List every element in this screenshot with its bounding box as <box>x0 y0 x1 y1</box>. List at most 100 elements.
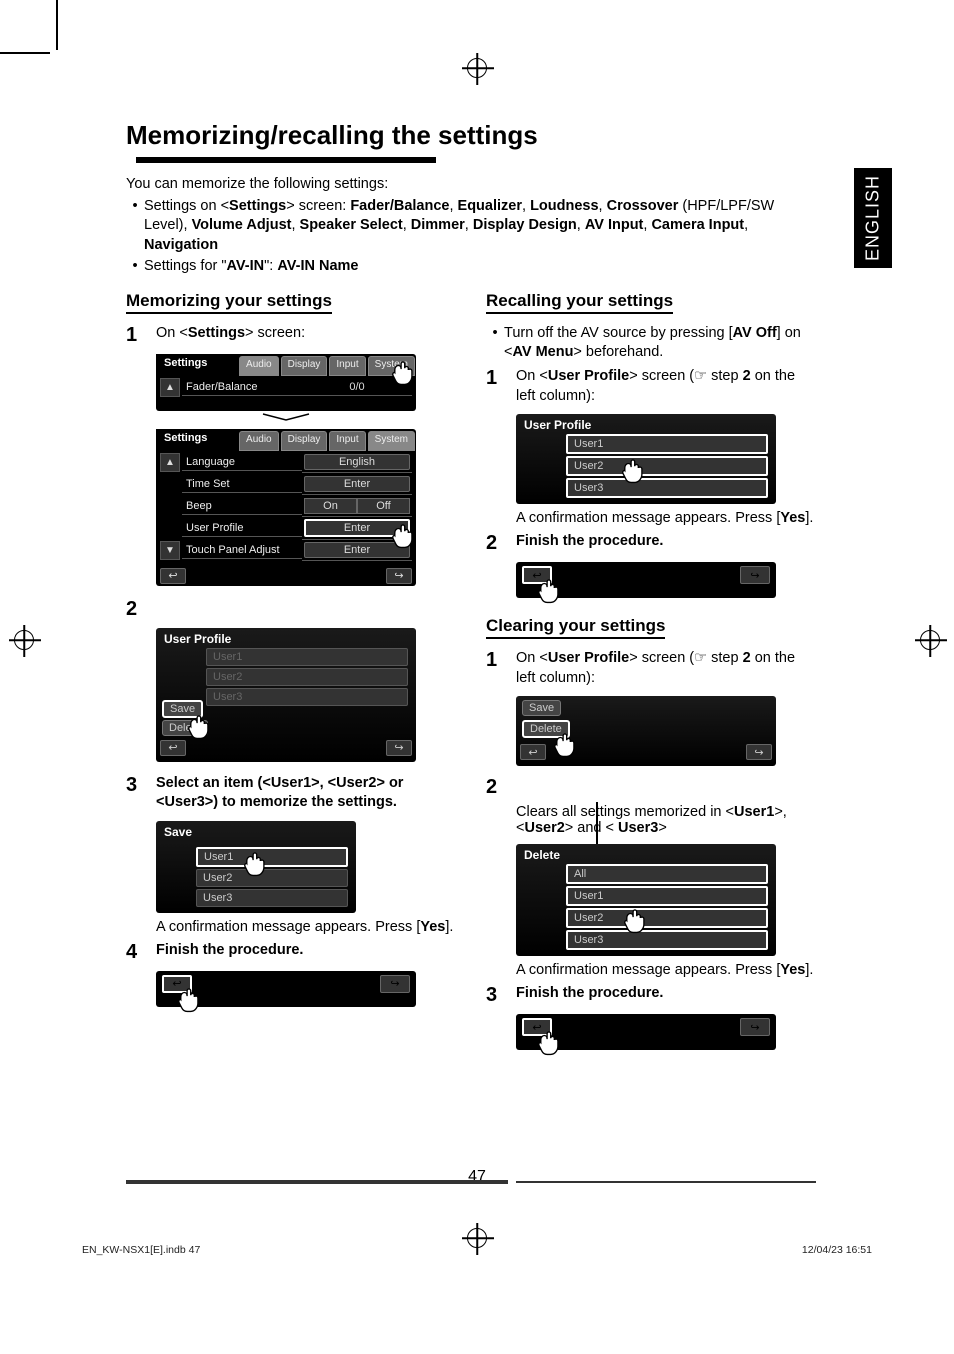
step-number: 1 <box>486 367 516 406</box>
step-1: 1 On <Settings> screen: <box>126 324 456 346</box>
row-beep[interactable]: Beep <box>182 498 302 515</box>
callout-line <box>596 802 598 846</box>
bullet-1: • Settings on <Settings> screen: Fader/B… <box>126 197 816 256</box>
bullet-2-text: Settings for "AV-IN": AV-IN Name <box>144 257 358 277</box>
beep-off[interactable]: Off <box>357 498 410 514</box>
exit-icon[interactable]: ↪ <box>386 568 412 584</box>
step-number: 1 <box>486 649 516 688</box>
step-number: 1 <box>126 324 156 346</box>
footnote-left: EN_KW-NSX1[E].indb 47 <box>82 1244 200 1256</box>
title-rule <box>136 157 436 163</box>
right-column: Recalling your settings • Turn off the A… <box>486 291 816 1050</box>
step-4-text: Finish the procedure. <box>156 941 456 963</box>
recall-bullet-text: Turn off the AV source by pressing [AV O… <box>504 324 816 363</box>
tab-system[interactable]: System <box>368 431 415 451</box>
user3-item[interactable]: User3 <box>196 889 348 907</box>
back-icon[interactable]: ↩ <box>160 740 186 756</box>
enter-button[interactable]: Enter <box>304 476 410 492</box>
intro-text: You can memorize the following settings: <box>126 175 816 195</box>
step-number: 2 <box>486 776 516 798</box>
user3-item[interactable]: User3 <box>566 930 768 950</box>
exit-icon[interactable]: ↪ <box>740 1018 770 1036</box>
step-number: 4 <box>126 941 156 963</box>
user3-item[interactable]: User3 <box>206 688 408 706</box>
clear-step-3: 3 Finish the procedure. <box>486 984 816 1006</box>
recall-heading: Recalling your settings <box>486 291 673 314</box>
user2-item[interactable]: User2 <box>196 869 348 887</box>
recall-bullet: • Turn off the AV source by pressing [AV… <box>486 324 816 363</box>
hand-pointer-icon <box>530 1022 566 1058</box>
all-item[interactable]: All <box>566 864 768 884</box>
user2-item[interactable]: User2 <box>206 668 408 686</box>
down-indicator-icon <box>156 409 416 427</box>
up-arrow-icon[interactable]: ▲ <box>160 378 180 397</box>
beep-on[interactable]: On <box>304 498 357 514</box>
page-title: Memorizing/recalling the settings <box>126 120 816 169</box>
row-touchpanel[interactable]: Touch Panel Adjust <box>182 542 302 559</box>
back-icon[interactable]: ↩ <box>160 568 186 584</box>
clear-step-3-text: Finish the procedure. <box>516 984 816 1006</box>
row-timeset[interactable]: Time Set <box>182 476 302 493</box>
step-2: 2 <box>126 598 456 620</box>
step-number: 2 <box>126 598 156 620</box>
step-number: 2 <box>486 532 516 554</box>
hand-pointer-icon <box>616 900 652 936</box>
row-language[interactable]: Language <box>182 454 302 471</box>
user1-item[interactable]: User1 <box>566 434 768 454</box>
user2-item[interactable]: User2 <box>566 908 768 928</box>
user3-item[interactable]: User3 <box>566 478 768 498</box>
registration-mark <box>467 58 487 78</box>
panel-title: Save <box>156 821 356 839</box>
title-text: Memorizing/recalling the settings <box>126 120 538 150</box>
exit-icon[interactable]: ↪ <box>746 744 772 760</box>
back-icon[interactable]: ↩ <box>520 744 546 760</box>
down-arrow-icon[interactable]: ▼ <box>160 541 180 560</box>
panel-title: Delete <box>516 844 776 862</box>
tab-display[interactable]: Display <box>281 356 328 376</box>
hand-pointer-icon <box>384 352 420 388</box>
tab-input[interactable]: Input <box>329 431 365 451</box>
recall-userprofile-screen: User Profile User1 User2 User3 <box>516 414 776 504</box>
registration-mark <box>467 1228 487 1248</box>
clear-heading: Clearing your settings <box>486 616 665 639</box>
user1-item[interactable]: User1 <box>206 648 408 666</box>
screen-title: Settings <box>156 429 215 451</box>
finish-strip: ↩ ↪ <box>156 971 416 1007</box>
tab-audio[interactable]: Audio <box>239 431 279 451</box>
language-value[interactable]: English <box>304 454 410 470</box>
exit-icon[interactable]: ↪ <box>740 566 770 584</box>
hand-pointer-icon <box>546 724 582 760</box>
panel-title: User Profile <box>516 414 776 432</box>
user2-item[interactable]: User2 <box>566 456 768 476</box>
user1-item[interactable]: User1 <box>566 886 768 906</box>
confirm-message: A confirmation message appears. Press [Y… <box>516 962 816 978</box>
finish-strip: ↩ ↪ <box>516 1014 776 1050</box>
exit-icon[interactable]: ↪ <box>386 740 412 756</box>
confirm-message: A confirmation message appears. Press [Y… <box>156 919 456 935</box>
row-fader[interactable]: Fader/Balance <box>182 379 302 396</box>
clear-step-1-text: On <User Profile> screen (☞ step 2 on th… <box>516 649 816 688</box>
recall-step-1-text: On <User Profile> screen (☞ step 2 on th… <box>516 367 816 406</box>
tab-audio[interactable]: Audio <box>239 356 279 376</box>
save-button[interactable]: Save <box>522 700 561 716</box>
panel-title: User Profile <box>156 628 416 646</box>
user1-item[interactable]: User1 <box>196 847 348 867</box>
memorize-heading: Memorizing your settings <box>126 291 332 314</box>
page-content: Memorizing/recalling the settings You ca… <box>126 120 816 1050</box>
bullet-1-text: Settings on <Settings> screen: Fader/Bal… <box>144 197 816 256</box>
crop-mark <box>56 0 58 50</box>
bullet-icon: • <box>126 197 144 256</box>
bullet-icon: • <box>486 324 504 363</box>
tab-display[interactable]: Display <box>281 431 328 451</box>
row-userprofile[interactable]: User Profile <box>182 520 302 537</box>
exit-icon[interactable]: ↪ <box>380 975 410 993</box>
up-arrow-icon[interactable]: ▲ <box>160 453 180 472</box>
clear-caption: Clears all settings memorized in <User1>… <box>516 804 816 836</box>
bullet-icon: • <box>126 257 144 277</box>
footnote-right: 12/04/23 16:51 <box>802 1244 872 1256</box>
user-profile-screen: User Profile User1 User2 User3 Save Dele… <box>156 628 416 762</box>
left-column: Memorizing your settings 1 On <Settings>… <box>126 291 456 1050</box>
hand-pointer-icon <box>530 570 566 606</box>
tab-input[interactable]: Input <box>329 356 365 376</box>
footer-rule <box>126 1180 816 1184</box>
